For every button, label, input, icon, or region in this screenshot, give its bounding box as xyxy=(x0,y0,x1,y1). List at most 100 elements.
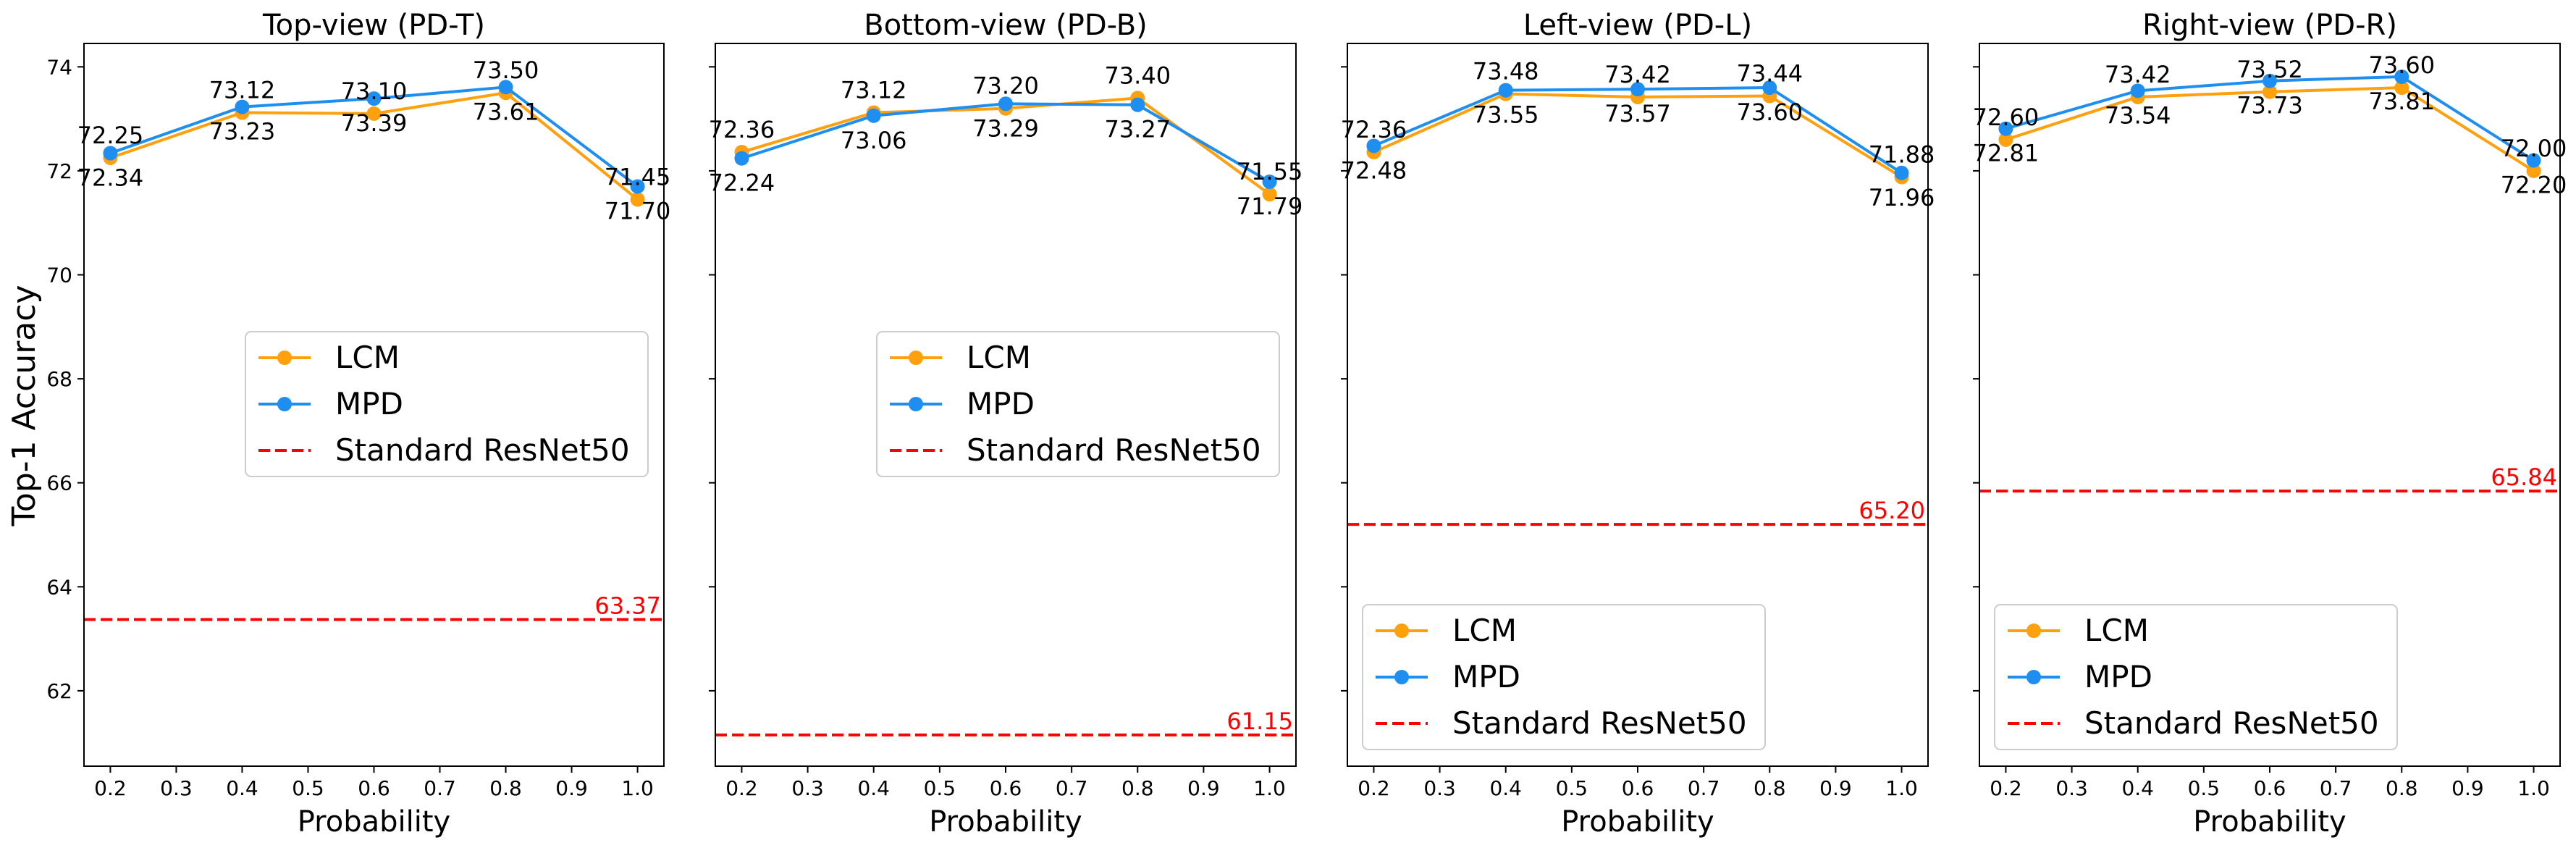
data-label-mpd: 73.54 xyxy=(2105,101,2171,129)
data-point-lcm xyxy=(2394,80,2409,96)
data-label-mpd: 72.20 xyxy=(2501,172,2567,199)
data-label-mpd: 73.27 xyxy=(1104,116,1171,143)
x-tick-label: 0.7 xyxy=(1056,776,1088,800)
data-label-mpd: 73.39 xyxy=(341,109,408,137)
data-label-mpd: 73.81 xyxy=(2368,88,2435,115)
subplot-3: Left-view (PD-L) 0.2 0.3 0.4 0.5 0.6 0.7 0.8 0.9… xyxy=(1341,9,1935,839)
x-tick-label: 1.0 xyxy=(1253,776,1286,800)
x-tick-label: 0.8 xyxy=(1754,776,1786,800)
data-point-mpd xyxy=(998,96,1013,112)
x-tick-label: 0.3 xyxy=(2055,776,2088,800)
data-label-lcm: 73.12 xyxy=(841,76,907,104)
x-tick-label: 0.5 xyxy=(292,776,324,800)
x-tick-label: 0.8 xyxy=(1121,776,1154,800)
data-label-lcm: 73.44 xyxy=(1736,60,1803,88)
data-point-mpd xyxy=(1998,121,2013,136)
y-tick-label: 70 xyxy=(46,264,72,287)
data-point-mpd xyxy=(235,99,250,114)
legend-label: MPD xyxy=(335,386,403,421)
y-tick-label: 62 xyxy=(46,679,72,703)
data-label-mpd: 73.29 xyxy=(972,114,1039,142)
data-point-lcm xyxy=(2263,84,2277,99)
plot-frame xyxy=(83,43,665,767)
y-axis-label: Top-1 Accuracy xyxy=(6,285,43,527)
data-label-lcm: 73.42 xyxy=(1604,61,1671,88)
data-label-lcm: 72.60 xyxy=(1973,104,2040,131)
y-tick-label: 68 xyxy=(46,367,72,391)
legend-box xyxy=(1994,604,2398,750)
data-label-mpd: 72.48 xyxy=(1341,156,1407,184)
data-label-mpd: 73.23 xyxy=(209,118,276,146)
x-tick-label: 0.2 xyxy=(1358,776,1390,800)
data-point-mpd xyxy=(1262,174,1277,189)
data-point-mpd xyxy=(1130,97,1145,112)
data-point-lcm xyxy=(1998,132,2013,147)
subplot-2: Bottom-view (PD-B) 0.2 0.3 0.4 0.5 0.6 0.7 0.8 0… xyxy=(709,9,1303,839)
data-point-mpd xyxy=(866,108,881,123)
x-tick-label: 0.2 xyxy=(1990,776,2022,800)
legend: LCM MPD Standard ResNet50 xyxy=(245,331,649,477)
legend-label: MPD xyxy=(967,386,1035,421)
data-label-lcm: 73.40 xyxy=(1104,62,1171,89)
subplot-title: Right-view (PD-R) xyxy=(2142,9,2397,42)
data-label-mpd: 72.81 xyxy=(1973,140,2040,167)
x-tick-label: 0.7 xyxy=(1688,776,1720,800)
data-label-mpd: 71.70 xyxy=(605,197,671,224)
legend-label: MPD xyxy=(2084,659,2152,694)
legend-box xyxy=(876,331,1280,477)
data-label-lcm: 73.50 xyxy=(473,56,539,84)
subplot-title: Left-view (PD-L) xyxy=(1523,9,1752,42)
legend-marker xyxy=(909,397,923,411)
data-point-mpd xyxy=(1762,80,1777,96)
data-point-mpd xyxy=(2526,153,2541,168)
x-tick-label: 1.0 xyxy=(2517,776,2550,800)
legend-label: LCM xyxy=(335,340,400,375)
x-tick-label: 0.5 xyxy=(1556,776,1588,800)
data-label-lcm: 71.45 xyxy=(605,163,671,190)
plot-frame xyxy=(715,43,1297,767)
data-point-lcm xyxy=(2526,163,2541,178)
subplot-title: Bottom-view (PD-B) xyxy=(864,9,1147,42)
data-label-mpd: 73.57 xyxy=(1604,100,1671,127)
data-label-mpd: 72.24 xyxy=(709,169,775,197)
legend-box xyxy=(1362,604,1766,750)
data-point-mpd xyxy=(1630,82,1645,97)
y-tick-label: 72 xyxy=(46,159,72,183)
legend-label: MPD xyxy=(1452,659,1520,694)
data-point-lcm xyxy=(366,106,382,121)
legend-label: LCM xyxy=(2084,613,2149,648)
data-label-mpd: 72.34 xyxy=(77,164,144,191)
data-label-mpd: 71.96 xyxy=(1869,184,1935,211)
legend-label: LCM xyxy=(1452,613,1517,648)
x-tick-label: 0.6 xyxy=(358,776,390,800)
x-tick-label: 0.9 xyxy=(555,776,588,800)
x-tick-label: 0.3 xyxy=(1423,776,1456,800)
legend-label: Standard ResNet50 xyxy=(335,432,630,468)
legend-marker xyxy=(277,350,292,365)
x-tick-label: 0.2 xyxy=(725,776,758,800)
x-tick-label: 0.8 xyxy=(2386,776,2418,800)
x-tick-label: 0.4 xyxy=(226,776,258,800)
legend-marker xyxy=(909,350,923,365)
x-tick-label: 0.3 xyxy=(160,776,193,800)
baseline-value-label: 61.15 xyxy=(1226,708,1293,735)
data-label-lcm: 73.10 xyxy=(341,77,408,105)
baseline-value-label: 65.84 xyxy=(2491,463,2557,491)
legend-marker xyxy=(2026,624,2041,638)
x-tick-label: 0.6 xyxy=(1622,776,1654,800)
subplot-title: Top-view (PD-T) xyxy=(262,9,485,42)
legend-box xyxy=(245,331,649,477)
x-tick-label: 0.5 xyxy=(2188,776,2221,800)
data-label-mpd: 73.73 xyxy=(2236,92,2303,119)
data-point-mpd xyxy=(1366,138,1381,154)
data-point-mpd xyxy=(1894,165,1909,180)
x-tick-label: 0.7 xyxy=(424,776,456,800)
data-label-mpd: 71.79 xyxy=(1237,193,1303,220)
data-label-lcm: 72.00 xyxy=(2501,135,2567,162)
plot-frame xyxy=(1979,43,2561,767)
legend-label: Standard ResNet50 xyxy=(967,432,1261,468)
data-point-mpd xyxy=(498,80,513,95)
x-tick-label: 0.9 xyxy=(2451,776,2484,800)
